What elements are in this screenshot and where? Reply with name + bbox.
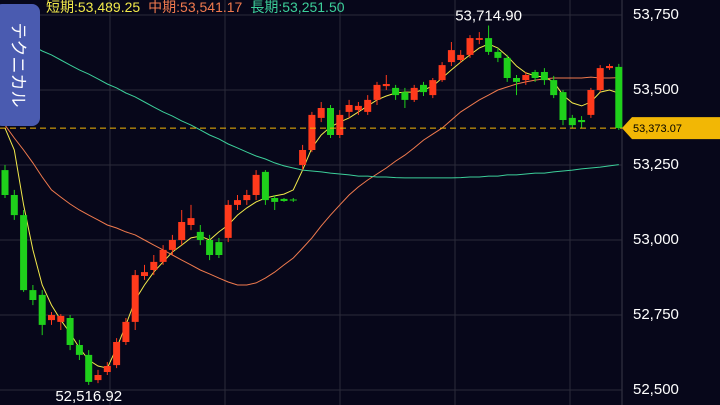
candle-body bbox=[522, 75, 530, 81]
candle-body bbox=[327, 108, 334, 135]
y-tick-label: 52,500 bbox=[633, 381, 679, 398]
candle-body bbox=[261, 171, 269, 201]
candle-body bbox=[615, 66, 623, 129]
candle-body bbox=[280, 198, 288, 201]
candle-body bbox=[438, 65, 446, 81]
legend-entry: 短期:53,489.25 bbox=[46, 0, 140, 15]
candle-body bbox=[48, 315, 55, 321]
candle-body bbox=[122, 321, 130, 342]
candle-body bbox=[187, 218, 195, 225]
candle-body bbox=[429, 80, 437, 96]
candle-body bbox=[447, 50, 455, 63]
candle-body bbox=[559, 92, 567, 120]
candle-body bbox=[271, 198, 279, 202]
y-tick-label: 53,000 bbox=[633, 231, 679, 248]
grid-layer bbox=[0, 14, 622, 391]
candle-body bbox=[20, 215, 28, 291]
candle-body bbox=[234, 200, 241, 205]
candle-body bbox=[131, 275, 139, 322]
legend: 短期:53,489.25 中期:53,541.17 長期:53,251.50 bbox=[46, 0, 345, 15]
candle-body bbox=[410, 87, 418, 100]
candle-body bbox=[150, 261, 158, 270]
candle-body bbox=[94, 375, 102, 381]
candle-body bbox=[401, 92, 409, 100]
candle-body bbox=[382, 84, 390, 87]
candle-body bbox=[29, 290, 37, 300]
candle-body bbox=[457, 54, 465, 60]
candle-body bbox=[485, 38, 493, 52]
last-price-tag bbox=[622, 117, 720, 140]
side-tab-label[interactable]: テクニカル bbox=[9, 23, 28, 108]
candle-body bbox=[57, 315, 65, 322]
candle-body bbox=[206, 240, 214, 255]
candle-body bbox=[364, 99, 372, 112]
legend-entry: 中期:53,541.17 bbox=[148, 0, 242, 15]
candle-body bbox=[336, 114, 344, 135]
candle-body bbox=[540, 72, 548, 81]
candle-layer bbox=[1, 25, 623, 385]
candle-body bbox=[75, 345, 83, 355]
candle-body bbox=[113, 342, 121, 366]
candle-body bbox=[10, 195, 18, 216]
annotation: 52,516.92 bbox=[55, 388, 122, 405]
y-tick-label: 53,250 bbox=[633, 156, 679, 173]
overlay-layer: 52,500 52,750 53,000 53,250 53,500 53,750 53,7… bbox=[0, 6, 720, 405]
y-tick-label: 53,750 bbox=[633, 6, 679, 23]
y-tick-label: 52,750 bbox=[633, 306, 679, 323]
candle-body bbox=[587, 90, 595, 115]
candle-body bbox=[568, 117, 576, 126]
y-tick-label: 53,500 bbox=[633, 81, 679, 98]
candle-body bbox=[606, 66, 613, 69]
candle-body bbox=[354, 105, 362, 111]
ma-line bbox=[4, 31, 619, 179]
candle-body bbox=[531, 72, 539, 78]
candle-body bbox=[1, 170, 9, 195]
candle-body bbox=[550, 80, 558, 96]
candle-body bbox=[466, 38, 474, 55]
candle-body bbox=[243, 195, 251, 201]
candle-body bbox=[103, 366, 111, 372]
candle-body bbox=[38, 294, 46, 325]
annotation: 53,714.90 bbox=[455, 7, 522, 24]
legend-entry: 長期:53,251.50 bbox=[250, 0, 344, 15]
last-price-label: 53,373.07 bbox=[633, 123, 682, 135]
side-tab-bg[interactable] bbox=[0, 4, 40, 126]
candle-body bbox=[159, 249, 167, 262]
candle-body bbox=[596, 68, 604, 90]
candle-body bbox=[168, 240, 176, 250]
candle-body bbox=[420, 84, 427, 93]
candle-body bbox=[252, 174, 260, 195]
candle-body bbox=[503, 57, 511, 78]
candle-body bbox=[224, 204, 232, 238]
side-tab[interactable]: テクニカル bbox=[0, 4, 40, 126]
candle-body bbox=[289, 199, 297, 201]
candle-body bbox=[299, 150, 307, 165]
candle-body bbox=[494, 51, 502, 58]
candle-body bbox=[317, 108, 325, 118]
candle-body bbox=[578, 120, 586, 123]
candle-body bbox=[85, 354, 93, 382]
candle-body bbox=[196, 231, 204, 240]
candle-body bbox=[141, 272, 148, 276]
candle-body bbox=[392, 87, 400, 96]
candle-body bbox=[513, 78, 520, 82]
candle-body bbox=[475, 38, 483, 40]
candle-body bbox=[345, 105, 353, 112]
candle-body bbox=[308, 114, 316, 150]
candle-body bbox=[66, 318, 74, 345]
candle-body bbox=[373, 84, 381, 100]
candle-body bbox=[215, 242, 223, 255]
candle-body bbox=[178, 222, 186, 240]
